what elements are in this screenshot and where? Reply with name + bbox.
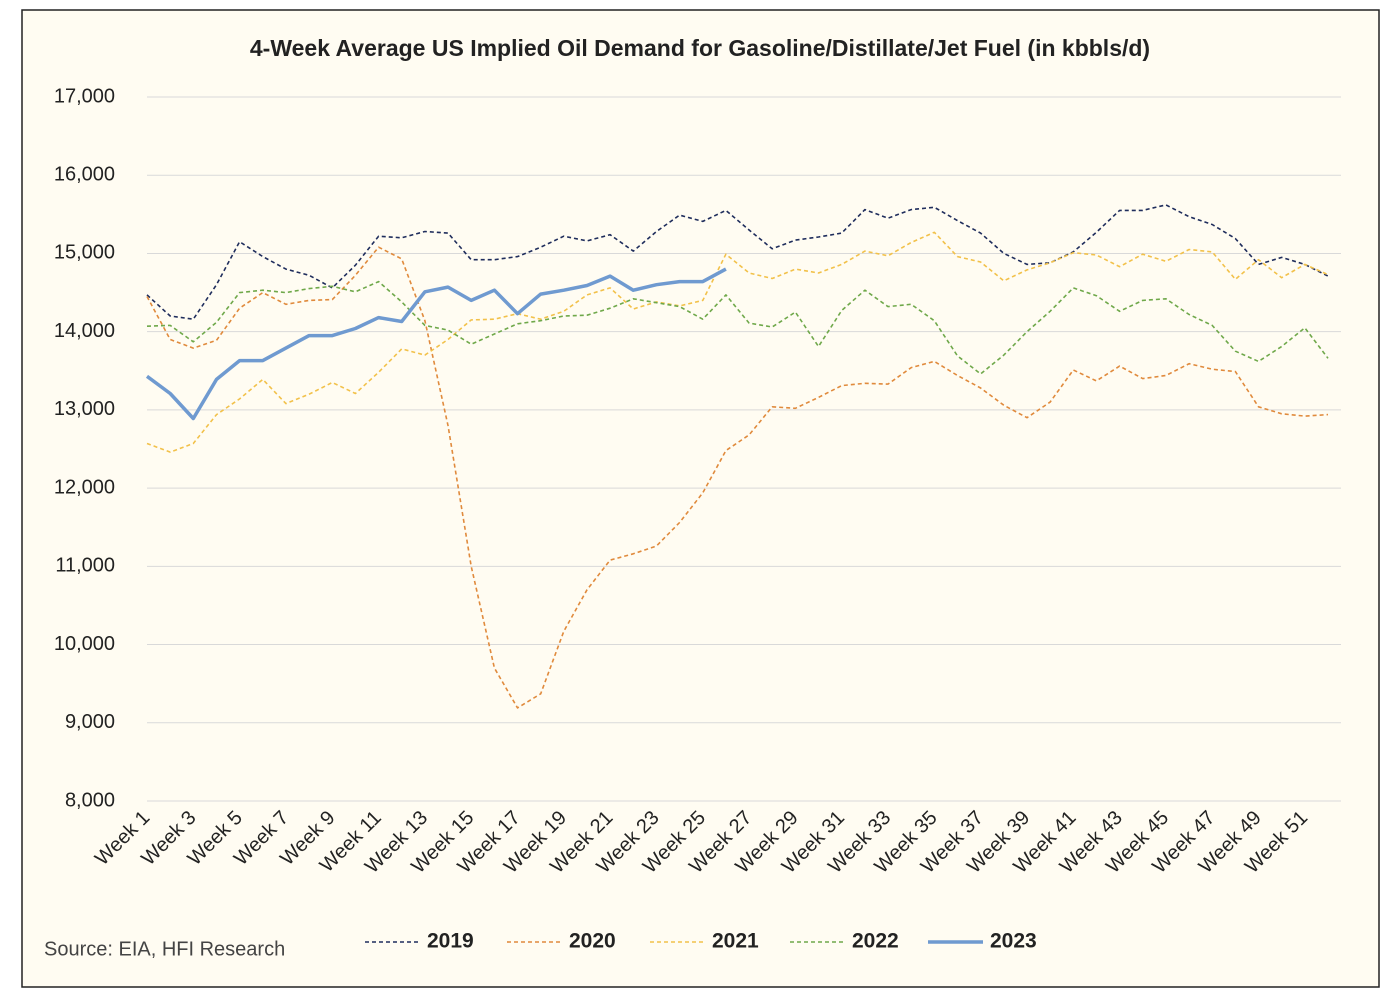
y-tick-label: 10,000 (54, 633, 115, 655)
source-note: Source: EIA, HFI Research (44, 938, 285, 960)
series-line (145, 267, 727, 421)
y-tick-label: 11,000 (55, 555, 115, 577)
series-line (146, 280, 1329, 375)
y-tick-label: 17,000 (54, 85, 115, 107)
legend-label: 2021 (712, 930, 759, 953)
series-line (146, 204, 1329, 320)
chart-frame (21, 9, 1380, 988)
legend-label: 2022 (852, 930, 899, 953)
y-tick-label: 13,000 (54, 398, 115, 420)
y-tick-label: 9,000 (65, 711, 115, 733)
y-tick-label: 14,000 (54, 320, 115, 342)
y-tick-label: 12,000 (54, 476, 115, 498)
chart-title: 4-Week Average US Implied Oil Demand for… (250, 35, 1150, 61)
series-line (146, 231, 1329, 453)
y-tick-label: 16,000 (54, 164, 115, 186)
legend-label: 2023 (990, 930, 1037, 953)
y-tick-label: 8,000 (65, 789, 115, 811)
legend-label: 2020 (569, 930, 616, 953)
y-tick-label: 15,000 (54, 242, 115, 264)
series-line (146, 246, 1329, 709)
legend-label: 2019 (427, 930, 474, 953)
